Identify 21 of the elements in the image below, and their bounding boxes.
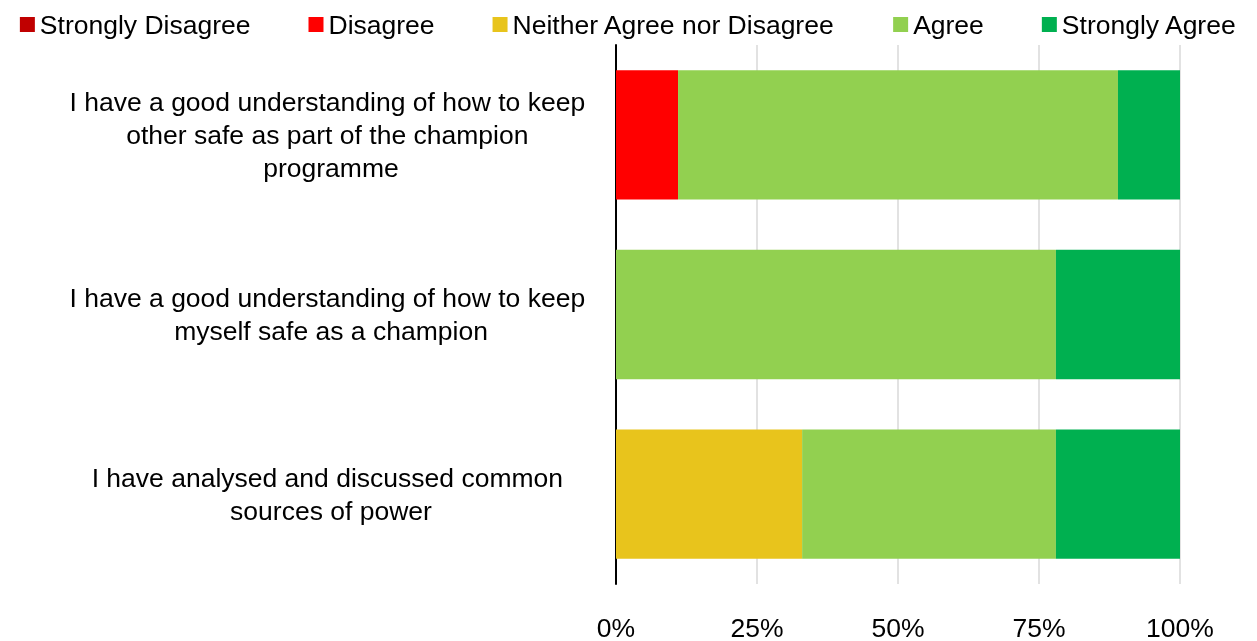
bar [1055,249,1180,380]
x-tick-label: 100% [1146,612,1214,641]
y-tick-label: I have analysed and discussed common sources of power [91,462,571,526]
y-tick-label: I have a good understanding of how to keep myself safe as a champion [69,283,593,346]
x-tick-label: 75% [1012,612,1066,641]
bar [678,70,1118,200]
legend-label: Strongly Agree [1061,9,1236,40]
legend-label: Agree [913,9,984,40]
bar [1117,70,1180,200]
bar [1055,429,1180,559]
x-tick-label: 0% [596,612,636,641]
x-tick-label: 50% [871,612,925,641]
bar [616,429,803,559]
x-tick-label: 25% [730,612,784,641]
legend-label: Neither Agree nor Disagree [512,9,834,40]
bar [802,429,1056,559]
y-tick-label: I have a good understanding of how to keep other safe as part of the champion programme [69,86,593,183]
legend-label: Strongly Disagree [39,9,251,40]
bar [616,70,679,200]
legend-label: Disagree [328,9,435,40]
bar [616,249,1056,380]
